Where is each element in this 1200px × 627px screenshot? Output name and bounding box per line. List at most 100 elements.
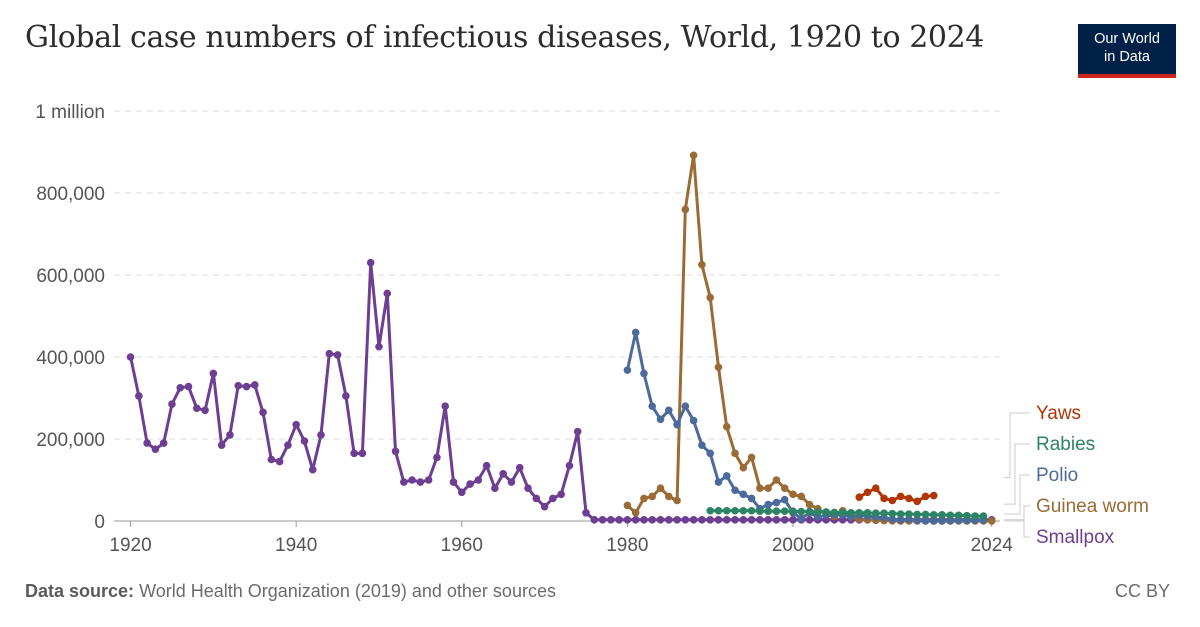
data-point-smallpox: [714, 515, 723, 524]
data-point-smallpox: [250, 381, 259, 389]
data-point-smallpox: [491, 484, 499, 493]
data-point-smallpox: [540, 502, 549, 511]
data-point-smallpox: [507, 478, 516, 486]
data-point-yaws: [896, 492, 905, 501]
data-point-smallpox: [582, 509, 590, 517]
data-point-smallpox: [234, 381, 243, 390]
data-point-smallpox: [400, 478, 408, 486]
data-point-guinea-worm: [698, 260, 706, 269]
data-point-smallpox: [631, 515, 640, 524]
data-point-smallpox: [780, 515, 789, 524]
data-point-polio: [913, 516, 921, 525]
data-point-smallpox: [607, 515, 615, 524]
data-point-polio: [656, 415, 665, 424]
x-tick-label: 1980: [606, 535, 648, 556]
data-point-polio: [747, 494, 756, 503]
data-point-polio: [797, 514, 806, 523]
y-tick-label: 600,000: [36, 266, 105, 287]
data-point-rabies: [731, 506, 739, 515]
data-point-smallpox: [664, 515, 673, 524]
data-point-smallpox: [689, 515, 698, 524]
data-point-rabies: [880, 509, 888, 518]
data-point-polio: [929, 517, 938, 525]
license-link[interactable]: CC BY: [1114, 581, 1170, 601]
data-point-polio: [722, 472, 731, 480]
data-point-smallpox: [184, 382, 193, 391]
legend-label-rabies: Rabies: [1036, 434, 1095, 455]
x-tick-label: 1920: [109, 535, 151, 556]
data-point-rabies: [805, 507, 814, 516]
data-point-guinea-worm: [681, 205, 690, 214]
data-point-rabies: [913, 510, 921, 519]
data-point-rabies: [871, 509, 880, 518]
data-point-rabies: [830, 508, 839, 517]
data-point-smallpox: [375, 342, 383, 351]
data-point-smallpox: [350, 449, 358, 458]
data-point-smallpox: [598, 515, 607, 524]
data-point-polio: [921, 516, 930, 525]
owid-logo[interactable]: Our World in Data: [1078, 24, 1176, 78]
data-point-guinea-worm: [780, 484, 789, 493]
data-point-smallpox: [284, 441, 292, 449]
data-point-smallpox: [731, 515, 739, 524]
data-point-smallpox: [772, 515, 781, 524]
legend-connector-polio: [1004, 474, 1030, 515]
legend-connector-smallpox: [1004, 519, 1030, 538]
data-point-polio: [714, 478, 723, 486]
data-point-smallpox: [159, 439, 168, 447]
data-point-rabies: [896, 510, 905, 518]
legend-label-yaws: Yaws: [1036, 403, 1081, 424]
data-point-rabies: [822, 508, 830, 516]
data-point-smallpox: [805, 515, 814, 524]
data-point-yaws: [888, 496, 897, 505]
y-tick-label: 0: [94, 512, 105, 533]
data-point-smallpox: [342, 392, 350, 400]
data-point-smallpox: [317, 431, 325, 439]
data-point-guinea-worm: [640, 494, 648, 503]
data-point-polio: [689, 416, 698, 425]
data-point-polio: [780, 495, 789, 504]
y-tick-label: 1 million: [35, 102, 105, 123]
data-point-smallpox: [267, 455, 276, 464]
data-point-guinea-worm: [722, 422, 731, 431]
data-point-yaws: [921, 492, 930, 501]
data-point-yaws: [863, 488, 872, 497]
data-point-polio: [706, 449, 714, 458]
data-point-smallpox: [573, 427, 582, 436]
data-point-smallpox: [217, 441, 226, 449]
data-point-yaws: [871, 484, 880, 493]
data-point-rabies: [739, 506, 748, 515]
data-point-guinea-worm: [623, 501, 632, 510]
data-point-rabies: [714, 506, 723, 515]
data-point-polio: [698, 441, 706, 449]
y-tick-label: 800,000: [36, 184, 105, 205]
data-point-smallpox: [615, 515, 623, 524]
data-point-smallpox: [168, 400, 176, 408]
data-point-smallpox: [681, 515, 690, 524]
data-point-smallpox: [648, 515, 657, 524]
data-point-smallpox: [424, 476, 433, 484]
data-point-smallpox: [275, 457, 284, 466]
data-point-polio: [946, 517, 955, 525]
data-point-smallpox: [722, 515, 731, 524]
data-point-rabies: [905, 510, 913, 518]
data-point-smallpox: [226, 431, 234, 439]
y-tick-label: 200,000: [36, 430, 105, 451]
data-point-rabies: [847, 509, 855, 517]
data-point-rabies: [706, 506, 714, 515]
legend-connector-guinea-worm: [1004, 505, 1030, 522]
data-point-polio: [896, 515, 905, 524]
data-point-rabies: [764, 507, 772, 515]
data-point-smallpox: [747, 515, 756, 524]
data-point-guinea-worm: [739, 463, 748, 472]
data-source-text[interactable]: World Health Organization (2019) and oth…: [139, 581, 556, 601]
data-point-smallpox: [656, 515, 665, 524]
data-point-smallpox: [135, 392, 143, 400]
data-point-polio: [631, 328, 640, 337]
data-point-yaws: [929, 491, 938, 500]
series-line-rabies: [708, 509, 985, 518]
data-point-smallpox: [259, 408, 267, 417]
data-point-rabies: [938, 511, 946, 519]
data-point-smallpox: [333, 351, 342, 359]
data-point-guinea-worm: [673, 496, 681, 505]
